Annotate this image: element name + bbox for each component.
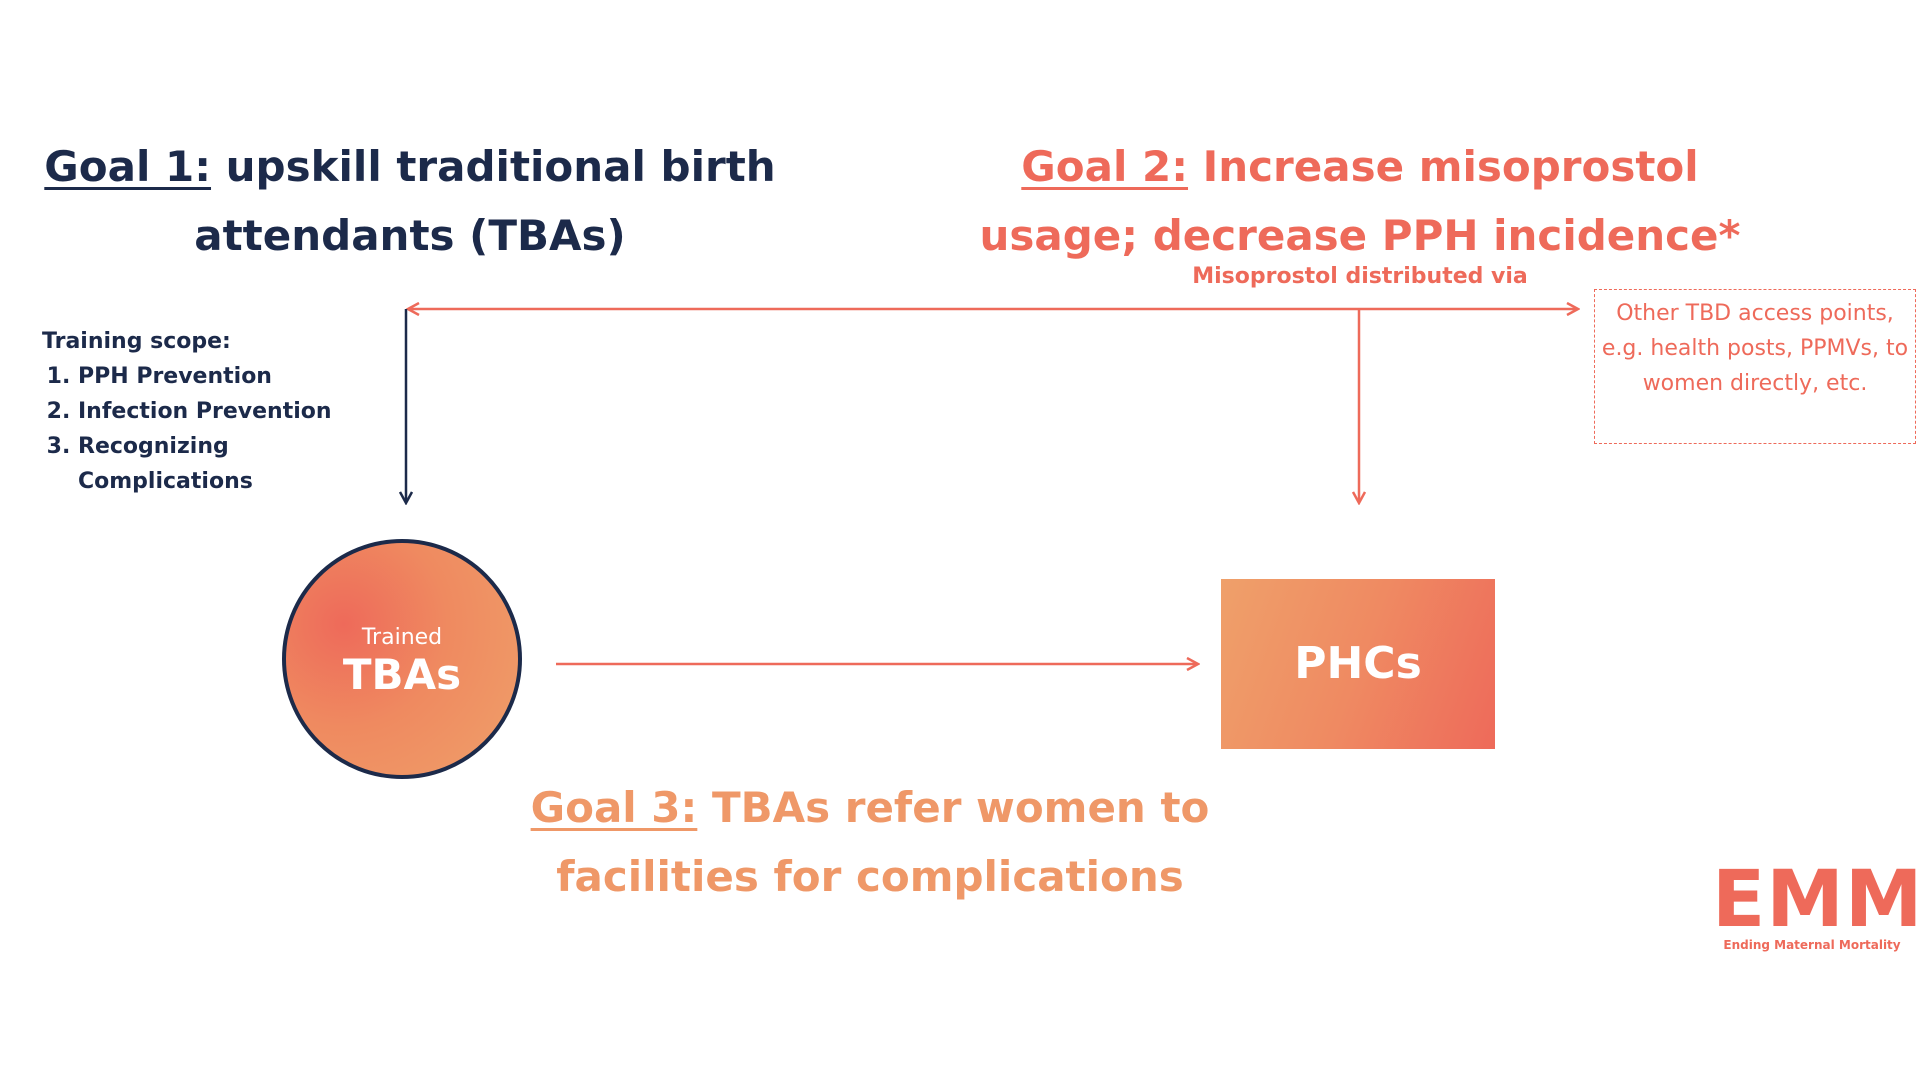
goal-3-title: Goal 3: TBAs refer women to facilities f… [520, 773, 1220, 911]
goal-2-title: Goal 2: Increase misoprostol usage; decr… [960, 132, 1760, 270]
goal-1-title: Goal 1: upskill traditional birth attend… [40, 132, 780, 270]
goal-1-key: Goal 1: [44, 142, 212, 191]
training-scope-list: PPH Prevention Infection Prevention Reco… [42, 359, 372, 499]
distribution-label: Misoprostol distributed via [1192, 264, 1528, 289]
training-scope-heading: Training scope: [42, 329, 231, 354]
goal-2-key: Goal 2: [1021, 142, 1189, 191]
goal-3-text: TBAs refer women to facilities for compl… [556, 783, 1210, 901]
emm-logo-mark: EMM [1712, 855, 1920, 945]
goal-3-key: Goal 3: [530, 783, 698, 832]
training-scope: Training scope: PPH Prevention Infection… [42, 324, 372, 499]
other-access-points-box: Other TBD access points, e.g. health pos… [1594, 289, 1916, 444]
emm-logo: EMM Ending Maternal Mortality [1712, 855, 1920, 952]
trained-tbas-small-label: Trained [361, 625, 443, 650]
goal-2-text: Increase misoprostol usage; decrease PPH… [979, 142, 1741, 260]
trained-tbas-big-label: TBAs [342, 650, 462, 699]
goal-1-text: upskill traditional birth attendants (TB… [194, 142, 776, 260]
trained-tbas-node: Trained TBAs [282, 539, 522, 779]
phcs-node: PHCs [1221, 579, 1495, 749]
training-item-pph: PPH Prevention [78, 359, 372, 394]
training-item-complications: Recognizing Complications [78, 429, 372, 499]
emm-logo-subtitle: Ending Maternal Mortality [1723, 938, 1901, 952]
training-item-infection: Infection Prevention [78, 394, 372, 429]
